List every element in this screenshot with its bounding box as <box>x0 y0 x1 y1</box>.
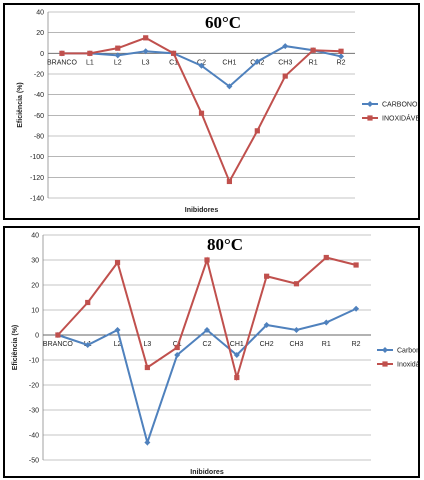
data-point <box>144 439 151 446</box>
chart-60c: -140 -120 -100 -80 -60 -40 -20 0 20 40 BRANCO L1 L2 L… <box>17 10 418 215</box>
y-tick-label: -40 <box>34 92 44 99</box>
x-tick-label: R2 <box>352 341 361 348</box>
x-tick-label: CH3 <box>289 341 303 348</box>
x-axis-title: Inibidores <box>190 469 224 476</box>
x-tick-label: R1 <box>322 341 331 348</box>
data-point <box>254 128 260 134</box>
chart-panel-80c: -50-40-30-20-10010203040BRANCOL1L2L3C1C2… <box>3 226 420 478</box>
chart-title: 60°C <box>205 13 241 32</box>
y-tick-label: -20 <box>29 383 39 390</box>
x-tick-label: CH1 <box>222 59 236 66</box>
x-tick-label: R2 <box>337 59 346 66</box>
x-tick-label: CH3 <box>278 59 292 66</box>
data-point <box>204 327 210 333</box>
x-tick-label: BRANCO <box>47 59 78 66</box>
x-tick-label: L1 <box>86 59 94 66</box>
y-tick-label: -20 <box>34 72 44 79</box>
data-point <box>114 259 121 266</box>
legend-label: Inoxidável <box>397 362 418 369</box>
data-point <box>170 50 177 56</box>
data-point <box>264 273 270 279</box>
y-tick-label: 10 <box>31 308 39 315</box>
y-tick-label: -30 <box>29 408 39 415</box>
y-tick-label: -80 <box>34 134 44 141</box>
data-point <box>59 50 65 56</box>
y-tick-label: -50 <box>29 458 39 465</box>
y-tick-label: -40 <box>29 433 39 440</box>
data-point <box>174 344 180 351</box>
data-point <box>87 50 93 56</box>
data-point <box>226 178 233 185</box>
data-point <box>323 254 329 261</box>
data-point <box>233 352 240 358</box>
data-point <box>115 45 121 51</box>
data-point <box>226 83 233 90</box>
chart-panel-60c: -140 -120 -100 -80 -60 -40 -20 0 20 40 BRANCO L1 L2 L… <box>3 3 420 220</box>
data-point <box>114 327 121 333</box>
y-axis-title: Eficiência (%) <box>17 82 24 128</box>
y-tick-label: -60 <box>34 113 44 120</box>
data-point <box>282 43 289 50</box>
data-point <box>254 58 261 65</box>
x-tick-label: L2 <box>114 59 122 66</box>
data-point <box>263 322 270 328</box>
data-point <box>323 319 330 326</box>
data-point <box>84 342 91 348</box>
y-tick-label: 20 <box>36 30 44 37</box>
chart-title: 80°C <box>207 235 243 254</box>
y-tick-label: -100 <box>30 154 44 161</box>
data-point <box>142 48 149 55</box>
x-tick-label: L3 <box>142 59 150 66</box>
legend-marker <box>382 361 388 367</box>
x-tick-label: R1 <box>309 59 318 66</box>
x-tick-label: L3 <box>143 341 151 348</box>
y-tick-label: 20 <box>31 283 39 290</box>
y-tick-label: -10 <box>29 358 39 365</box>
data-point <box>338 53 345 60</box>
data-point <box>198 62 205 69</box>
x-tick-label: L2 <box>114 341 122 348</box>
chart-80c: -50-40-30-20-10010203040BRANCOL1L2L3C1C2… <box>12 233 418 477</box>
y-tick-label: 0 <box>40 51 44 58</box>
legend-label: Carbono <box>397 348 418 355</box>
data-point <box>85 299 91 306</box>
legend-label: CARBONO <box>382 102 418 109</box>
y-tick-label: 40 <box>36 10 44 17</box>
data-point <box>293 281 300 287</box>
y-tick-label: -140 <box>30 196 44 203</box>
legend-marker <box>367 115 373 121</box>
data-point <box>144 364 150 371</box>
x-axis-title: Inibidores <box>185 207 219 214</box>
legend-marker <box>382 347 388 353</box>
data-point <box>198 110 205 116</box>
data-point <box>353 305 360 312</box>
x-tick-label: CH2 <box>260 341 274 348</box>
data-point <box>55 332 61 338</box>
series-line-2 <box>57 256 357 382</box>
data-point <box>338 48 344 54</box>
data-point <box>174 352 181 358</box>
y-tick-label: 40 <box>31 233 39 240</box>
x-tick-label: BRANCO <box>43 341 74 348</box>
data-point <box>293 327 300 333</box>
legend-label: INOXIDÁVEL <box>382 114 418 123</box>
data-point <box>310 47 316 53</box>
data-point <box>234 374 240 381</box>
data-point <box>353 262 359 268</box>
data-point <box>143 35 149 41</box>
y-tick-label: 0 <box>35 333 39 340</box>
y-axis-title: Eficiência (%) <box>12 325 19 371</box>
data-point <box>114 52 121 59</box>
x-tick-label: C1 <box>169 59 178 66</box>
y-tick-label: -120 <box>30 175 44 182</box>
legend-marker <box>367 101 373 107</box>
data-point <box>204 257 210 263</box>
x-tick-label: CH1 <box>230 341 244 348</box>
x-tick-label: C2 <box>203 341 212 348</box>
y-tick-label: 30 <box>31 258 39 265</box>
data-point <box>282 73 288 79</box>
